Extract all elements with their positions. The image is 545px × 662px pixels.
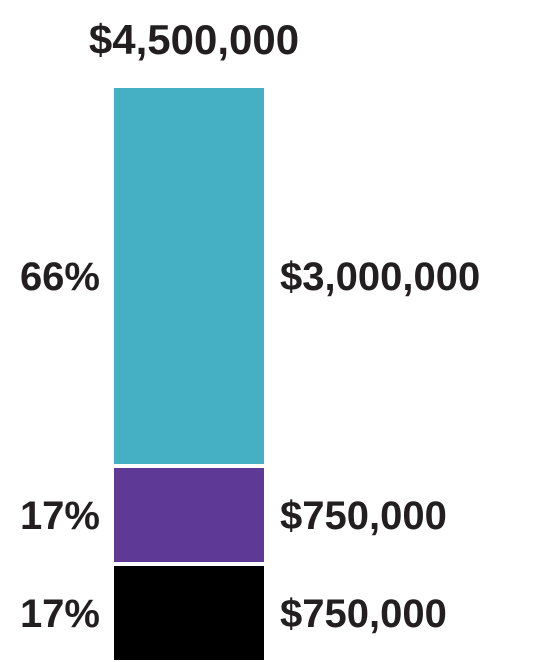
bar-segment-2 [114,468,264,562]
bar-segment-1 [114,88,264,464]
segment-value-label-3: $750,000 [280,592,447,636]
segment-value-label-2: $750,000 [280,494,447,538]
total-label: $4,500,000 [89,16,299,63]
bar-segments [114,88,264,660]
segment-value-label-1: $3,000,000 [280,255,480,299]
bar-segment-3 [114,566,264,660]
segment-percent-label-1: 66% [20,255,100,299]
segment-labels: 66% $3,000,000 17% $750,000 17% $750,000 [20,255,480,636]
segment-percent-label-2: 17% [20,494,100,538]
segment-percent-label-3: 17% [20,592,100,636]
